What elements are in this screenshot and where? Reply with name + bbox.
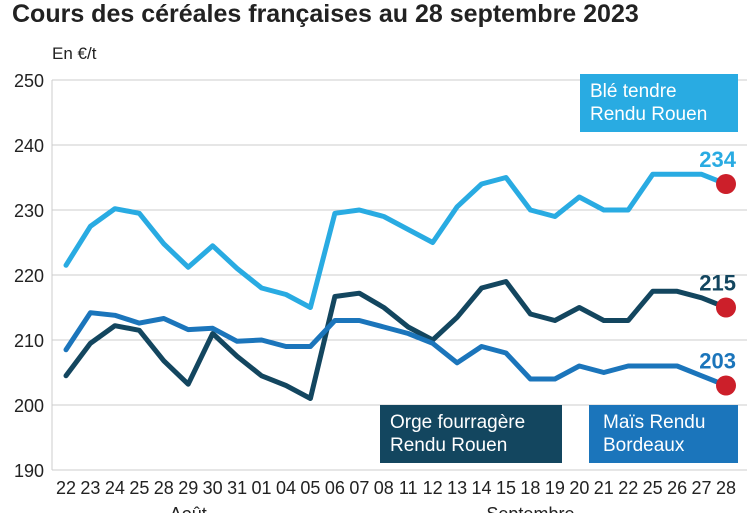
- x-tick-label: 18: [520, 478, 540, 498]
- y-tick-label: 210: [14, 331, 44, 351]
- series-line-1: [63, 279, 729, 401]
- x-tick-label: 24: [105, 478, 125, 498]
- end-markers: [716, 174, 736, 396]
- month-label: Septembre: [486, 504, 574, 513]
- x-tick-label: 22: [56, 478, 76, 498]
- x-tick-label: 07: [349, 478, 369, 498]
- x-tick-label: 15: [496, 478, 516, 498]
- chart-title: Cours des céréales françaises au 28 sept…: [12, 0, 639, 28]
- x-tick-label: 12: [423, 478, 443, 498]
- end-value-label: 203: [699, 349, 736, 374]
- x-tick-label: 01: [252, 478, 272, 498]
- series-line-0: [63, 171, 729, 310]
- legend-orge-line1: Orge fourragère: [390, 412, 526, 433]
- x-axis-ticks: 22 23 24 25 28 29 30 31 01 04 05 06 07 08 11 12 13 14 15 18…: [56, 478, 736, 498]
- y-tick-label: 240: [14, 136, 44, 156]
- legend-mais-line1: Maïs Rendu: [603, 412, 706, 433]
- x-tick-label: 23: [80, 478, 100, 498]
- legend-ble-tendre: Blé tendre Rendu Rouen: [580, 74, 738, 132]
- x-tick-label: 27: [692, 478, 712, 498]
- legend-orge-fourragere: Orge fourragère Rendu Rouen: [380, 405, 562, 463]
- x-tick-label: 08: [374, 478, 394, 498]
- end-value-labels: 234 215 203: [699, 147, 736, 374]
- y-tick-label: 200: [14, 396, 44, 416]
- y-tick-label: 230: [14, 201, 44, 221]
- y-axis-unit-label: En €/t: [52, 44, 97, 63]
- x-tick-label: 06: [325, 478, 345, 498]
- legend-ble-line1: Blé tendre: [590, 81, 677, 102]
- x-tick-label: 30: [203, 478, 223, 498]
- end-value-label: 215: [699, 271, 736, 296]
- x-tick-label: 25: [643, 478, 663, 498]
- month-label: Août: [170, 504, 207, 513]
- legend-ble-line2: Rendu Rouen: [590, 104, 708, 125]
- x-tick-label: 26: [667, 478, 687, 498]
- end-marker: [716, 297, 736, 318]
- month-labels: Août Septembre: [170, 504, 575, 513]
- x-tick-label: 13: [447, 478, 467, 498]
- x-tick-label: 25: [129, 478, 149, 498]
- x-tick-label: 29: [178, 478, 198, 498]
- x-tick-label: 28: [716, 478, 736, 498]
- x-tick-label: 14: [472, 478, 492, 498]
- x-tick-label: 22: [618, 478, 638, 498]
- x-tick-label: 20: [569, 478, 589, 498]
- x-tick-label: 31: [227, 478, 247, 498]
- x-tick-label: 11: [399, 478, 418, 498]
- legend-mais-line2: Bordeaux: [603, 435, 685, 456]
- end-marker: [716, 375, 736, 396]
- x-tick-label: 28: [154, 478, 174, 498]
- legend-orge-line2: Rendu Rouen: [390, 435, 508, 456]
- series-lines: [63, 171, 729, 401]
- y-tick-label: 190: [14, 461, 44, 481]
- end-marker: [716, 174, 736, 194]
- end-value-label: 234: [699, 147, 736, 172]
- y-tick-label: 220: [14, 266, 44, 286]
- y-tick-label: 250: [14, 71, 44, 91]
- x-tick-label: 05: [300, 478, 320, 498]
- legend-mais: Maïs Rendu Bordeaux: [589, 405, 738, 463]
- x-tick-label: 04: [276, 478, 296, 498]
- y-axis-ticks: 190 200 210 220 230 240 250: [14, 71, 44, 481]
- series-line-2: [63, 310, 729, 388]
- x-tick-label: 19: [545, 478, 565, 498]
- x-tick-label: 21: [594, 478, 614, 498]
